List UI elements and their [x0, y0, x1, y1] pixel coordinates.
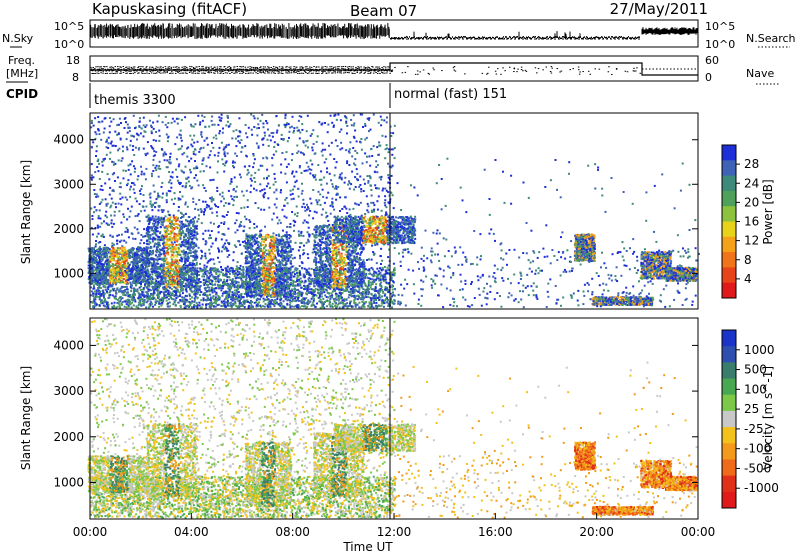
nsearch-label: N.Search — [746, 32, 796, 45]
nsearch-tick-high: 10^5 — [705, 20, 735, 33]
colorbar-tick-label: 28 — [744, 157, 759, 171]
x-tick-label: 04:00 — [174, 525, 209, 539]
y-tick-label: 1000 — [53, 266, 84, 280]
colorbar-swatch — [722, 459, 736, 477]
colorbar-swatch — [722, 236, 736, 253]
velocity-colorbar: 1000 500 100 25 -25 -100 -500 -1000 — [721, 329, 779, 509]
y-tick-label: 1000 — [53, 475, 84, 489]
cpid-segment-2: normal (fast) 151 — [394, 87, 507, 102]
power-panel: 1000 2000 3000 4000 Slant Range [km] 28 24 20… — [19, 112, 775, 310]
colorbar-swatch — [722, 410, 736, 428]
colorbar-tick-label: 25 — [744, 402, 759, 416]
x-tick-label: 12:00 — [377, 525, 412, 539]
colorbar-tick-label: 4 — [744, 272, 752, 286]
y-tick-label: 2000 — [53, 430, 84, 444]
nsky-tick-high: 10^5 — [54, 20, 84, 33]
nsky-nsearch-panel: N.Sky 10^5 10^0 10^5 10^0 N.Search — [2, 19, 796, 51]
freq-unit: [MHz] — [6, 67, 38, 80]
colorbar-tick-label: -100 — [744, 442, 771, 456]
colorbar-swatch — [722, 282, 736, 299]
colorbar-swatch — [722, 252, 736, 268]
y-tick-label: 3000 — [53, 384, 84, 398]
colorbar-tick-label: 16 — [744, 215, 759, 229]
colorbar-swatch — [722, 362, 736, 380]
colorbar-swatch — [722, 475, 736, 493]
nave-line — [90, 62, 698, 76]
colorbar-swatch — [722, 206, 736, 222]
cpid-label: CPID — [6, 87, 38, 101]
x-tick-label: 20:00 — [579, 525, 614, 539]
freq-series — [90, 66, 642, 75]
date-title: 27/May/2011 — [610, 0, 708, 18]
colorbar-tick-label: 500 — [744, 363, 767, 377]
power-colorbar-label: Power [dB] — [761, 179, 775, 244]
y-tick-label: 2000 — [53, 222, 84, 236]
nsky-series — [90, 23, 698, 40]
nsearch-tick-low: 10^0 — [705, 38, 735, 51]
velocity-panel: 1000 2000 3000 4000 00:00 04:00 08:00 12:00 16:… — [19, 317, 779, 539]
x-tick-label: 00:00 — [73, 525, 108, 539]
freq-nave-panel: Freq. [MHz] 18 8 60 0 Nave — [6, 54, 780, 85]
x-tick-label: 00:00 — [681, 525, 716, 539]
cpid-row: CPID themis 3300 normal (fast) 151 — [6, 83, 507, 108]
power-colorbar: 28 24 20 16 12 8 4 — [721, 144, 759, 299]
colorbar-tick-label: 12 — [744, 234, 759, 248]
y-tick-label: 3000 — [53, 177, 84, 191]
colorbar-tick-label: 20 — [744, 195, 759, 209]
colorbar-swatch — [722, 330, 736, 347]
colorbar-swatch — [722, 491, 736, 509]
colorbar-tick-label: -1000 — [744, 481, 779, 495]
colorbar-swatch — [722, 378, 736, 396]
colorbar-swatch — [722, 190, 736, 207]
nave-label: Nave — [746, 67, 774, 80]
velocity-ylabel: Slant Range [km] — [19, 366, 33, 470]
nave-tick-low: 0 — [705, 71, 712, 84]
x-tick-label: 16:00 — [478, 525, 513, 539]
power-ylabel: Slant Range [km] — [19, 160, 33, 264]
power-heatmap — [87, 113, 700, 309]
nsky-tick-low: 10^0 — [54, 38, 84, 51]
colorbar-tick-label: 1000 — [744, 343, 775, 357]
station-title: Kapuskasing (fitACF) — [92, 0, 247, 18]
y-tick-label: 4000 — [53, 133, 84, 147]
cpid-segment-1: themis 3300 — [94, 93, 176, 108]
colorbar-swatch — [722, 145, 736, 161]
colorbar-swatch — [722, 443, 736, 460]
colorbar-swatch — [722, 267, 736, 284]
colorbar-swatch — [722, 175, 736, 192]
y-tick-label: 4000 — [53, 338, 84, 352]
velocity-colorbar-label: Velocity [m s^-1] — [761, 366, 775, 470]
colorbar-swatch — [722, 221, 736, 238]
colorbar-swatch — [722, 427, 736, 444]
colorbar-tick-label: 24 — [744, 176, 759, 190]
colorbar-tick-label: -500 — [744, 461, 771, 475]
colorbar-swatch — [722, 394, 736, 412]
colorbar-tick-label: 8 — [744, 253, 752, 267]
freq-tick-low: 8 — [72, 71, 79, 84]
beam-title: Beam 07 — [350, 2, 417, 20]
velocity-heatmap — [87, 318, 698, 519]
colorbar-tick-label: -25 — [744, 422, 764, 436]
freq-label: Freq. — [8, 54, 35, 67]
nsky-label: N.Sky — [2, 32, 34, 45]
colorbar-tick-label: 100 — [744, 382, 767, 396]
x-tick-label: 08:00 — [275, 525, 310, 539]
x-axis-label: Time UT — [342, 540, 393, 554]
nave-tick-high: 60 — [705, 54, 719, 67]
colorbar-swatch — [722, 160, 736, 177]
colorbar-swatch — [722, 346, 736, 363]
freq-tick-high: 18 — [66, 54, 80, 67]
